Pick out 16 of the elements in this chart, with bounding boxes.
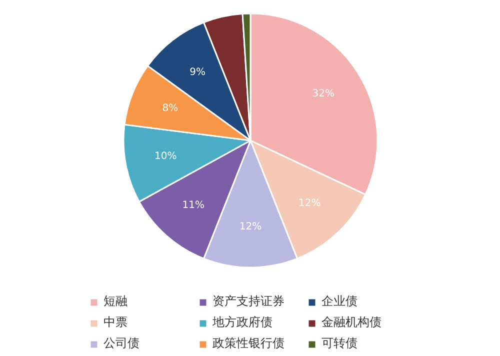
data-label: 12%: [239, 221, 262, 232]
data-label: 11%: [182, 200, 205, 211]
legend-label: 短融: [104, 293, 128, 310]
legend-label: 政策性银行债: [212, 335, 286, 352]
legend-label: 可转债: [322, 335, 358, 352]
legend-label: 中票: [104, 314, 128, 331]
data-label: 9%: [190, 66, 206, 78]
legend-label: 金融机构债: [322, 314, 382, 331]
legend-label: 资产支持证券: [212, 293, 286, 310]
data-label: 8%: [162, 103, 178, 114]
legend-label: 公司债: [104, 335, 140, 352]
data-label: 10%: [154, 151, 177, 162]
legend-label: 企业债: [322, 293, 358, 310]
data-label: 12%: [298, 198, 321, 209]
legend-label: 地方政府债: [212, 314, 274, 331]
data-label: 32%: [312, 88, 335, 100]
